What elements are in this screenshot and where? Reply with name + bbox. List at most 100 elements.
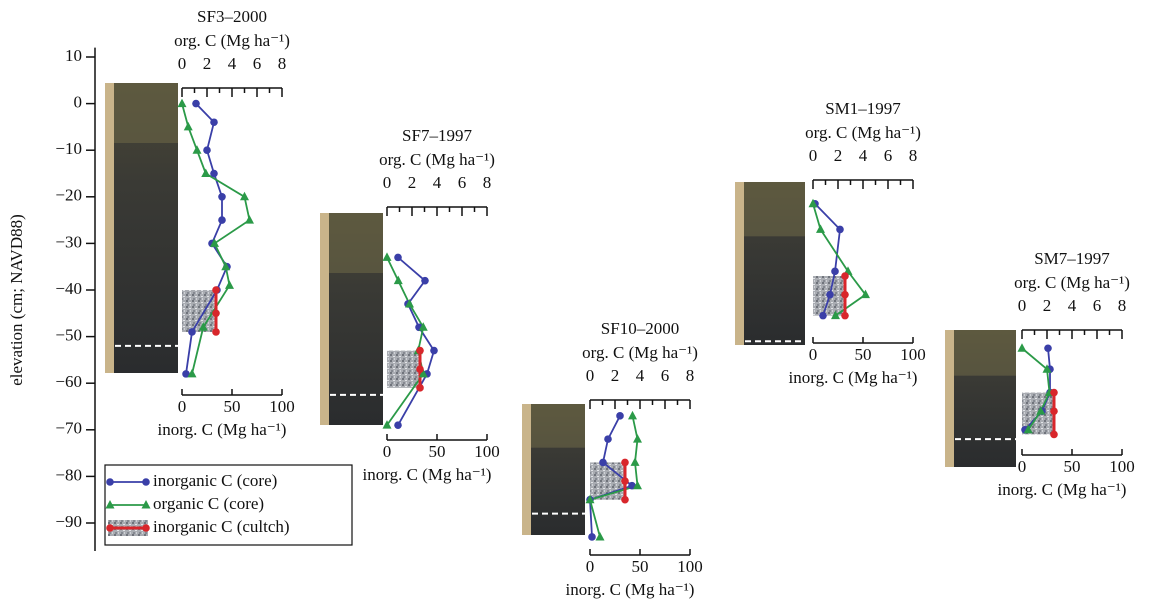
y-tick-label: 10	[65, 46, 82, 65]
org-axis-label: org. C (Mg ha⁻¹)	[805, 123, 921, 142]
circle-marker	[826, 291, 834, 299]
cultch-box	[182, 290, 216, 332]
panel-title: SF10–2000	[601, 319, 679, 338]
circle-marker	[106, 524, 114, 532]
circle-marker	[604, 435, 612, 443]
org-tick-label: 4	[636, 366, 645, 385]
triangle-marker	[628, 411, 637, 420]
inorg-tick-label: 100	[269, 397, 295, 416]
circle-marker	[212, 286, 220, 294]
legend-label: inorganic C (core)	[153, 471, 277, 490]
panel-title: SM1–1997	[825, 99, 901, 118]
inorg-tick-label: 50	[632, 557, 649, 576]
triangle-marker	[240, 192, 249, 201]
circle-marker	[616, 412, 624, 420]
triangle-marker	[201, 169, 210, 178]
inorg-tick-label: 100	[1109, 457, 1135, 476]
circle-marker	[416, 347, 424, 355]
inorg-tick-label: 100	[474, 442, 500, 461]
y-tick-label: 0	[74, 93, 83, 112]
org-tick-label: 6	[458, 173, 467, 192]
circle-marker	[1050, 407, 1058, 415]
org-tick-label: 0	[586, 366, 595, 385]
y-tick-label: −30	[55, 232, 82, 251]
y-axis-label: elevation (cm; NAVD88)	[7, 214, 26, 386]
ruler	[522, 404, 531, 535]
circle-marker	[1044, 344, 1052, 352]
circle-marker	[394, 421, 402, 429]
inorg-tick-label: 0	[586, 557, 595, 576]
triangle-marker	[193, 145, 202, 154]
circle-marker	[588, 533, 596, 541]
y-tick-label: −50	[55, 326, 82, 345]
core-top	[531, 404, 585, 448]
core-top	[329, 213, 383, 273]
org-tick-label: 6	[253, 54, 262, 73]
org-tick-label: 4	[228, 54, 237, 73]
panel-title: SM7–1997	[1034, 249, 1110, 268]
circle-marker	[819, 312, 827, 320]
org-axis-label: org. C (Mg ha⁻¹)	[379, 150, 495, 169]
y-tick-label: −80	[55, 465, 82, 484]
y-tick-label: −90	[55, 512, 82, 531]
org-tick-label: 8	[909, 146, 918, 165]
y-tick-label: −40	[55, 279, 82, 298]
circle-marker	[218, 193, 226, 201]
org-axis-label: org. C (Mg ha⁻¹)	[582, 343, 698, 362]
y-tick-label: −70	[55, 419, 82, 438]
circle-marker	[210, 118, 218, 126]
profile-line	[398, 257, 434, 425]
triangle-marker	[633, 434, 642, 443]
org-tick-label: 0	[178, 54, 187, 73]
ruler	[735, 182, 744, 345]
org-tick-label: 4	[433, 173, 442, 192]
org-tick-label: 2	[1043, 296, 1052, 315]
inorg-tick-label: 50	[429, 442, 446, 461]
inorg-tick-label: 0	[383, 442, 392, 461]
org-axis-label: org. C (Mg ha⁻¹)	[174, 31, 290, 50]
circle-marker	[621, 477, 629, 485]
circle-marker	[421, 277, 429, 285]
org-tick-label: 2	[203, 54, 212, 73]
circle-marker	[416, 365, 424, 373]
circle-marker	[142, 524, 150, 532]
org-tick-label: 8	[278, 54, 287, 73]
org-tick-label: 0	[1018, 296, 1027, 315]
circle-marker	[212, 310, 220, 318]
inorg-tick-label: 0	[809, 345, 818, 364]
inorg-tick-label: 50	[855, 345, 872, 364]
org-tick-label: 2	[408, 173, 417, 192]
org-tick-label: 6	[884, 146, 893, 165]
circle-marker	[192, 100, 200, 108]
panel: SM1–1997org. C (Mg ha⁻¹)02468050100inorg…	[735, 99, 926, 387]
figure: elevation (cm; NAVD88) 100−10−20−30−40−5…	[0, 0, 1156, 607]
legend-label: organic C (core)	[153, 494, 264, 513]
core-top	[954, 330, 1016, 376]
triangle-marker	[245, 215, 254, 224]
org-tick-label: 2	[834, 146, 843, 165]
triangle-marker	[394, 276, 403, 285]
legend: inorganic C (core)organic C (core)inorga…	[105, 465, 352, 545]
inorg-axis-label: inorg. C (Mg ha⁻¹)	[998, 480, 1127, 499]
profile-line	[387, 257, 423, 425]
inorg-tick-label: 0	[178, 397, 187, 416]
org-tick-label: 2	[611, 366, 620, 385]
triangle-marker	[1018, 343, 1027, 352]
panel-title: SF3–2000	[197, 7, 267, 26]
org-tick-label: 0	[383, 173, 392, 192]
org-tick-label: 6	[661, 366, 670, 385]
panel-title: SF7–1997	[402, 126, 472, 145]
y-tick-label: −20	[55, 186, 82, 205]
circle-marker	[1050, 389, 1058, 397]
org-tick-label: 8	[686, 366, 695, 385]
circle-marker	[841, 312, 849, 320]
circle-marker	[142, 478, 150, 486]
circle-marker	[841, 291, 849, 299]
y-tick-label: −10	[55, 139, 82, 158]
triangle-marker	[178, 99, 187, 108]
inorg-axis-label: inorg. C (Mg ha⁻¹)	[158, 420, 287, 439]
core-top	[114, 83, 178, 143]
circle-marker	[841, 272, 849, 280]
